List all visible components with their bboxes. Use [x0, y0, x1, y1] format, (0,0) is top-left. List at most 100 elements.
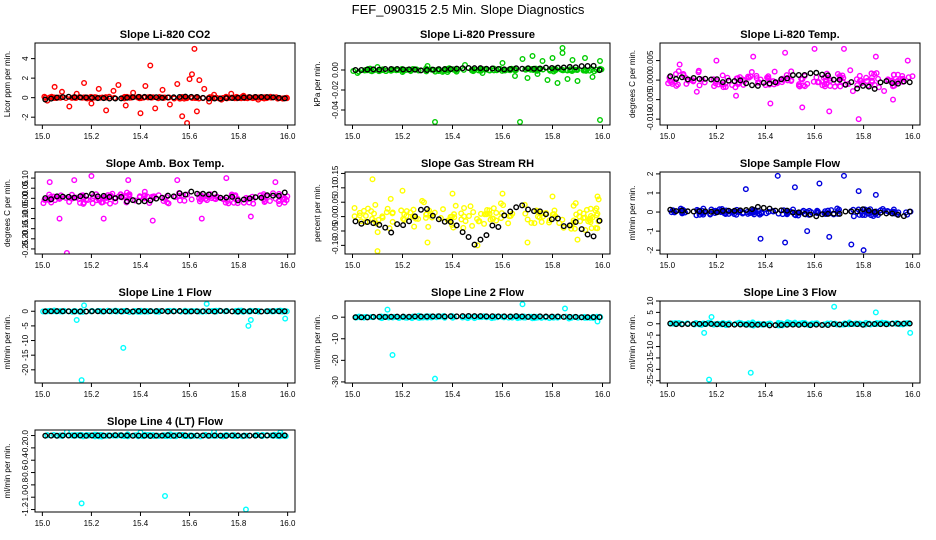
- overlay-point: [447, 313, 454, 320]
- overlay-point: [772, 207, 779, 214]
- overlay-point: [147, 197, 154, 204]
- y-tick-label: -0.10: [21, 209, 30, 228]
- data-point: [854, 82, 861, 89]
- overlay-point: [519, 313, 526, 320]
- overlay-point: [842, 208, 849, 215]
- overlay-point: [465, 312, 472, 319]
- y-tick-label: 0: [646, 321, 655, 326]
- x-tick-label: 15.6: [495, 390, 511, 399]
- data-point: [486, 207, 493, 214]
- overlay-point: [596, 314, 603, 321]
- overlay-point: [281, 95, 288, 102]
- overlay-point: [264, 192, 271, 199]
- overlay-point: [906, 208, 913, 215]
- x-tick-label: 16.0: [905, 390, 921, 399]
- overlay-point: [406, 66, 413, 73]
- data-point: [372, 201, 379, 208]
- x-tick-label: 16.0: [905, 261, 921, 270]
- x-tick-label: 15.0: [660, 390, 676, 399]
- overlay-point: [513, 65, 520, 72]
- overlay-point: [842, 321, 849, 328]
- panel-title: Slope Line 3 Flow: [744, 287, 837, 299]
- overlay-point: [71, 308, 78, 315]
- y-tick-label: -0.05: [331, 221, 340, 240]
- data-point: [107, 200, 114, 207]
- overlay-point: [754, 82, 761, 89]
- overlay-point: [358, 314, 365, 321]
- y-tick-label: -0.15: [21, 219, 30, 238]
- overlay-point: [281, 308, 288, 315]
- data-point: [78, 377, 85, 383]
- overlay-point: [489, 313, 496, 320]
- data-point: [161, 492, 168, 499]
- overlay-point: [147, 432, 154, 439]
- data-point: [733, 92, 740, 99]
- panel-title: Slope Li-820 Pressure: [420, 29, 535, 41]
- y-tick-label: -0.20: [21, 229, 30, 248]
- overlay-point: [53, 94, 60, 101]
- overlay-point: [159, 94, 166, 101]
- data-point: [245, 322, 252, 329]
- overlay-point: [877, 79, 884, 86]
- overlay-point: [495, 65, 502, 72]
- data-point: [88, 173, 95, 180]
- overlay-point: [883, 78, 890, 85]
- overlay-point: [382, 224, 389, 231]
- y-tick-label: 0.05: [21, 180, 30, 196]
- data-point: [267, 93, 274, 100]
- overlay-point: [106, 95, 113, 102]
- data-point: [284, 193, 291, 200]
- overlay-point: [542, 313, 549, 320]
- data-point: [247, 213, 254, 220]
- overlay-point: [106, 308, 113, 315]
- overlay-point: [423, 67, 430, 74]
- overlay-point: [772, 322, 779, 329]
- x-tick-label: 15.0: [660, 261, 676, 270]
- overlay-point: [281, 432, 288, 439]
- data-point: [165, 200, 172, 207]
- overlay-point: [376, 66, 383, 73]
- overlay-point: [252, 194, 259, 201]
- data-point: [261, 198, 268, 205]
- overlay-point: [784, 321, 791, 328]
- overlay-point: [865, 83, 872, 90]
- overlay-point: [77, 432, 84, 439]
- y-axis-label: ml/min per min.: [628, 186, 637, 241]
- data-point: [202, 432, 209, 439]
- y-tick-label: -0.02: [331, 80, 340, 99]
- data-point: [374, 248, 381, 254]
- data-point: [273, 94, 280, 101]
- data-point: [860, 247, 867, 254]
- overlay-point: [702, 75, 709, 82]
- overlay-point: [124, 198, 131, 205]
- overlay-point: [743, 207, 750, 214]
- overlay-point: [807, 70, 814, 77]
- data-point: [247, 317, 254, 324]
- plot-area: [41, 45, 290, 125]
- overlay-point: [795, 72, 802, 79]
- data-point: [202, 195, 209, 202]
- y-tick-label: 0.00: [21, 190, 30, 206]
- overlay-point: [406, 218, 413, 225]
- overlay-point: [537, 65, 544, 72]
- overlay-point: [548, 313, 555, 320]
- data-point: [810, 78, 817, 85]
- overlay-point: [199, 432, 206, 439]
- overlay-point: [118, 432, 125, 439]
- plot-area: [351, 176, 603, 254]
- overlay-point: [801, 321, 808, 328]
- overlay-point: [702, 321, 709, 328]
- data-point: [196, 77, 203, 84]
- overlay-point: [164, 432, 171, 439]
- overlay-point: [737, 207, 744, 214]
- data-point: [747, 369, 754, 376]
- data-point: [211, 91, 218, 98]
- data-point: [368, 208, 375, 215]
- data-point: [155, 433, 162, 440]
- y-tick-label: 2: [21, 75, 30, 80]
- overlay-point: [824, 72, 831, 79]
- y-tick-label: 0.00: [331, 62, 340, 78]
- x-tick-label: 15.0: [35, 390, 51, 399]
- data-point: [401, 216, 408, 223]
- y-axis-label: ml/min per min.: [313, 315, 322, 370]
